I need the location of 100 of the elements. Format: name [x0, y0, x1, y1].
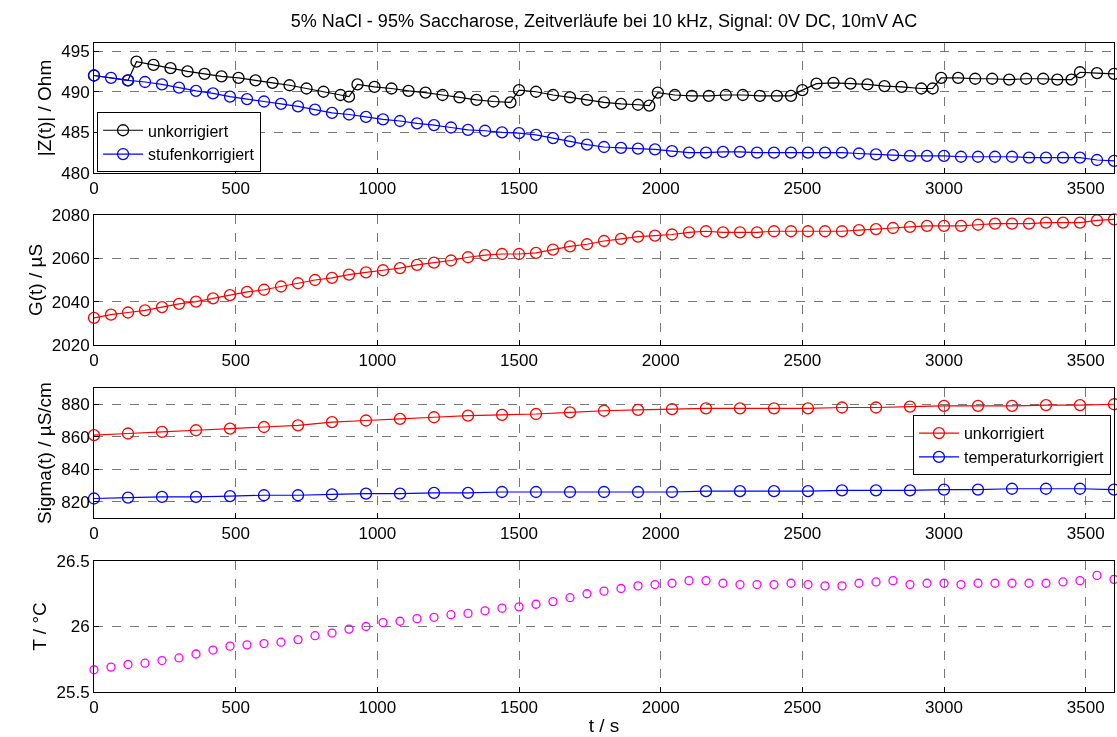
point: [971, 483, 985, 496]
point: [665, 485, 679, 499]
point: [529, 485, 543, 499]
x-tick-label: 1000: [358, 524, 397, 544]
x-tick-label: 1500: [500, 179, 538, 199]
point: [869, 484, 883, 497]
point: [121, 427, 135, 440]
y-tick-label: 820: [61, 492, 90, 512]
point: [733, 485, 747, 498]
x-tick-label: 3500: [1066, 698, 1105, 718]
point: [461, 409, 475, 422]
legend-label: temperaturkorrigiert: [963, 449, 1105, 467]
x-tick-label: 2000: [641, 524, 680, 544]
x-tick-label: 500: [221, 524, 250, 544]
point: [767, 402, 781, 415]
y-tick-label: 25.5: [56, 682, 90, 702]
point: [359, 487, 373, 500]
point: [359, 414, 373, 427]
point: [1005, 399, 1019, 413]
point: [1039, 398, 1053, 412]
point: [937, 399, 951, 413]
y-tick-label: 2080: [51, 205, 90, 225]
x-tick-label: 500: [221, 698, 250, 718]
y-axis-title: G(t) / µS: [24, 243, 46, 317]
y-tick-label: 26: [70, 617, 90, 637]
x-tick-label: 0: [89, 698, 99, 718]
x-tick-label: 3000: [925, 179, 963, 199]
x-axis-title: t / s: [588, 715, 620, 737]
point: [597, 485, 611, 499]
point: [1073, 482, 1087, 495]
point: [427, 486, 441, 499]
point: [801, 485, 815, 498]
x-tick-label: 2500: [783, 524, 822, 544]
chart-title: 5% NaCl - 95% Saccharose, Zeitverläufe bei 10 kHz, Signal: 0V DC, 10mV AC: [290, 11, 918, 32]
x-tick-label: 500: [221, 351, 250, 371]
x-tick-label: 2000: [641, 179, 680, 199]
y-tick-label: 2020: [51, 335, 90, 355]
point: [1073, 398, 1087, 412]
point: [563, 406, 577, 419]
x-tick-label: 2500: [783, 698, 822, 718]
point: [257, 489, 271, 502]
x-tick-label: 500: [221, 179, 250, 199]
point: [155, 490, 169, 504]
x-tick-label: 0: [89, 179, 99, 199]
y-tick-label: 2040: [51, 292, 90, 312]
x-tick-label: 1500: [500, 351, 538, 371]
point: [563, 485, 577, 499]
point: [631, 403, 645, 417]
point: [393, 412, 407, 426]
x-tick-label: 3000: [925, 698, 963, 718]
legend-label: unkorrigiert: [963, 425, 1045, 443]
y-axis-title: T / °C: [29, 602, 51, 651]
x-tick-label: 1000: [358, 351, 397, 371]
y-tick-label: 490: [61, 82, 90, 102]
point: [325, 415, 339, 429]
y-tick-label: 26.5: [56, 551, 90, 571]
point: [427, 411, 441, 424]
point: [291, 419, 305, 432]
x-tick-label: 2500: [783, 351, 822, 371]
point: [87, 492, 101, 505]
point: [1005, 482, 1019, 495]
point: [257, 420, 271, 434]
point: [1039, 482, 1053, 495]
point: [835, 401, 849, 414]
x-tick-label: 3500: [1066, 351, 1105, 371]
point: [189, 490, 203, 504]
point: [189, 424, 203, 437]
point: [291, 489, 305, 502]
point: [325, 488, 339, 501]
point: [699, 485, 713, 498]
y-tick-label: 880: [61, 395, 90, 415]
x-tick-label: 3000: [925, 524, 963, 544]
y-tick-label: 495: [61, 42, 90, 62]
y-tick-label: 480: [61, 163, 90, 183]
point: [971, 399, 985, 413]
y-tick-label: 2060: [51, 249, 90, 269]
point: [155, 425, 169, 439]
point: [631, 485, 645, 499]
x-tick-label: 1000: [358, 179, 397, 199]
point: [393, 487, 407, 500]
x-tick-label: 3500: [1066, 179, 1105, 199]
y-tick-label: 840: [61, 460, 90, 480]
point: [665, 402, 679, 416]
point: [903, 400, 917, 413]
point: [461, 486, 475, 499]
point: [767, 485, 781, 498]
point: [121, 491, 135, 504]
point: [733, 402, 747, 415]
x-tick-label: 0: [89, 351, 99, 371]
point: [223, 489, 237, 503]
x-tick-label: 3500: [1066, 524, 1105, 544]
point: [495, 485, 509, 499]
x-tick-label: 2000: [641, 698, 680, 718]
x-tick-label: 2000: [641, 351, 680, 371]
x-tick-label: 1500: [500, 524, 538, 544]
point: [699, 402, 713, 415]
y-axis-title: Sigma(t) / µS/cm: [34, 382, 56, 524]
x-tick-label: 1000: [358, 698, 397, 718]
point: [869, 401, 883, 414]
x-tick-label: 2500: [783, 179, 822, 199]
